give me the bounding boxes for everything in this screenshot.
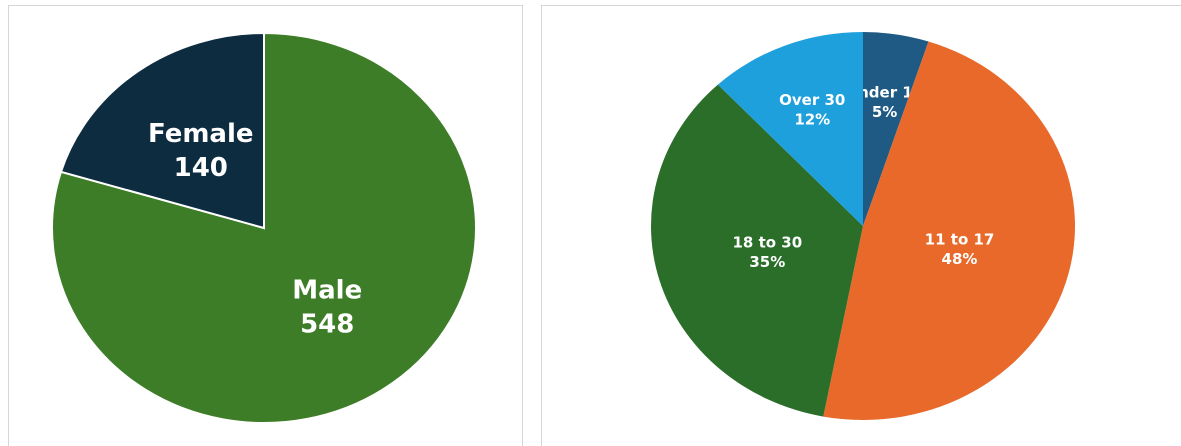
slice-label: 11 to 17 48% — [925, 230, 995, 268]
slice-value: 140 — [174, 152, 228, 182]
slice-category: Female — [148, 119, 254, 149]
slice-label: Over 30 12% — [779, 90, 845, 128]
slice-label: 18 to 30 35% — [732, 233, 802, 271]
slice-category: Under 11 — [846, 83, 923, 101]
slice-value: 48% — [942, 250, 978, 268]
slice-category: Over 30 — [779, 90, 845, 108]
pie-slice — [717, 32, 863, 226]
slice-value: 548 — [300, 309, 354, 339]
pie-slice — [651, 84, 863, 417]
pie-slice — [823, 41, 1075, 420]
slice-value: 12% — [794, 110, 830, 128]
slice-category: 11 to 17 — [925, 230, 995, 248]
slice-value: 5% — [872, 102, 897, 120]
pie-slice — [863, 32, 929, 226]
slice-value: 35% — [749, 252, 785, 270]
pie-slice — [59, 31, 265, 230]
slice-category: 18 to 30 — [732, 233, 802, 251]
slice-category: Male — [292, 275, 362, 305]
slice-label: Male 548 — [292, 275, 362, 339]
slice-label: Female 140 — [148, 119, 254, 183]
pie-slice — [51, 31, 477, 424]
slice-label: Under 11 5% — [846, 83, 923, 121]
